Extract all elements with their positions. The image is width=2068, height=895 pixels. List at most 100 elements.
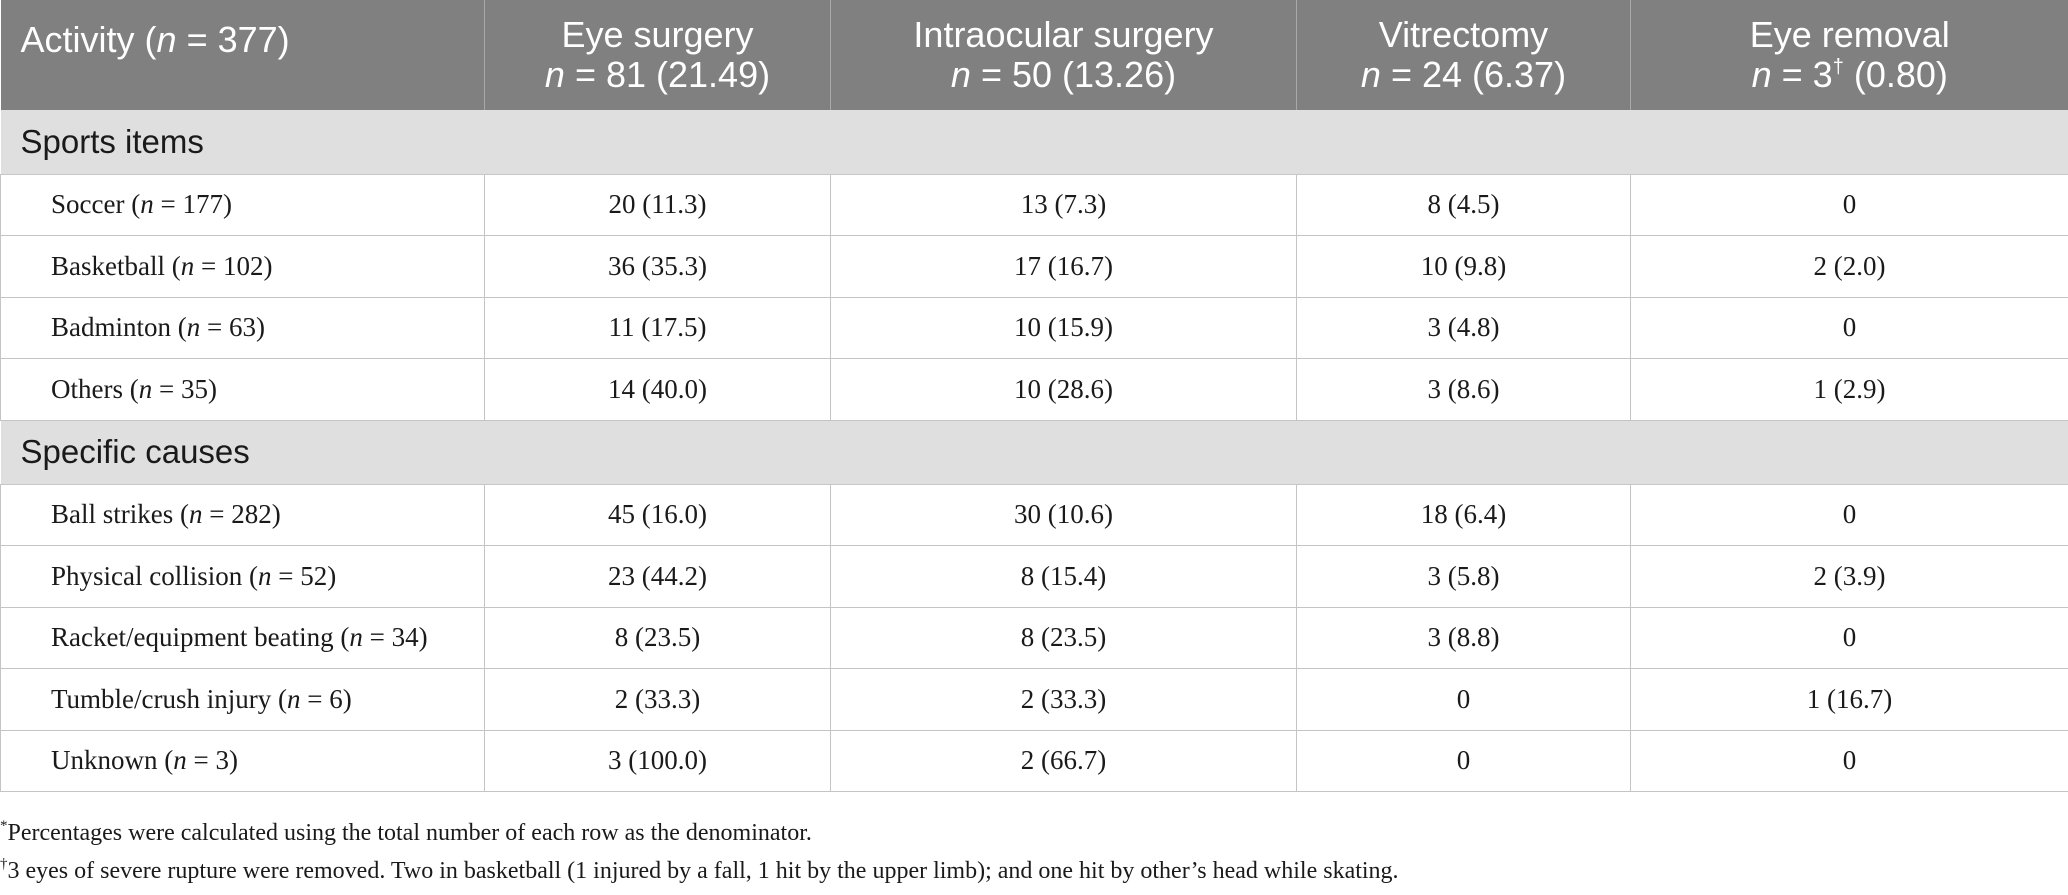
table-row: Physical collision (n = 52) 23 (44.2) 8 … bbox=[0, 545, 2068, 608]
footnote-mark: † bbox=[0, 856, 8, 872]
row-label-text: Soccer bbox=[51, 189, 125, 220]
row-label: Tumble/crush injury (n = 6) bbox=[0, 668, 485, 731]
cell-eye-surgery: 36 (35.3) bbox=[484, 235, 831, 298]
n-symbol: n bbox=[138, 373, 153, 404]
section-row-specific-causes: Specific causes bbox=[0, 420, 2068, 485]
cell-vitrectomy: 3 (4.8) bbox=[1296, 297, 1631, 359]
row-label-text: Ball strikes bbox=[51, 499, 174, 530]
n-symbol: n bbox=[180, 250, 195, 281]
table-row: Racket/equipment beating (n = 34) 8 (23.… bbox=[0, 607, 2068, 669]
row-n: 177 bbox=[182, 189, 223, 220]
cell-eye-surgery: 2 (33.3) bbox=[484, 668, 831, 731]
dagger-mark: † bbox=[1832, 56, 1844, 78]
row-n: 63 bbox=[228, 312, 256, 343]
header-n-value: = 24 (6.37) bbox=[1390, 54, 1567, 95]
cell-eye-removal: 2 (2.0) bbox=[1630, 235, 2068, 298]
cell-eye-removal: 0 bbox=[1630, 730, 2068, 792]
header-activity-n-label: n bbox=[156, 19, 177, 60]
cell-intraocular-surgery: 17 (16.7) bbox=[830, 235, 1297, 298]
header-eye-removal: Eye removal n = 3† (0.80) bbox=[1630, 0, 2068, 110]
cell-eye-surgery: 14 (40.0) bbox=[484, 358, 831, 421]
row-n: 34 bbox=[391, 622, 419, 653]
row-label: Racket/equipment beating (n = 34) bbox=[0, 607, 485, 669]
header-row: Activity (n = 377) Eye surgery n = 81 (2… bbox=[0, 0, 2068, 110]
section-title: Sports items bbox=[0, 110, 2068, 175]
header-title: Eye removal bbox=[1749, 14, 1950, 55]
cell-eye-removal: 1 (2.9) bbox=[1630, 358, 2068, 421]
row-label-text: Basketball bbox=[51, 250, 165, 281]
header-n-label: n bbox=[1751, 54, 1772, 95]
n-symbol: n bbox=[186, 312, 201, 343]
cell-eye-surgery: 3 (100.0) bbox=[484, 730, 831, 792]
header-count: n = 50 (13.26) bbox=[831, 55, 1296, 95]
cell-eye-removal: 0 bbox=[1630, 297, 2068, 359]
row-label: Unknown (n = 3) bbox=[0, 730, 485, 792]
row-n: 282 bbox=[231, 499, 272, 530]
cell-vitrectomy: 3 (5.8) bbox=[1296, 545, 1631, 608]
footnote: †3 eyes of severe rupture were removed. … bbox=[0, 852, 1399, 890]
header-activity: Activity (n = 377) bbox=[0, 0, 485, 110]
header-eye-surgery: Eye surgery n = 81 (21.49) bbox=[484, 0, 831, 110]
footnote-mark: * bbox=[0, 818, 8, 834]
header-count: n = 81 (21.49) bbox=[485, 55, 830, 95]
n-symbol: n bbox=[287, 683, 301, 714]
row-label-text: Unknown bbox=[51, 745, 158, 776]
row-label: Badminton (n = 63) bbox=[0, 297, 485, 359]
row-label: Others (n = 35) bbox=[0, 358, 485, 421]
data-table: Activity (n = 377) Eye surgery n = 81 (2… bbox=[0, 0, 2068, 792]
footnotes: *Percentages were calculated using the t… bbox=[0, 814, 1399, 890]
table-row: Others (n = 35) 14 (40.0) 10 (28.6) 3 (8… bbox=[0, 358, 2068, 421]
cell-intraocular-surgery: 8 (15.4) bbox=[830, 545, 1297, 608]
header-activity-open: ( bbox=[144, 19, 157, 60]
cell-intraocular-surgery: 2 (33.3) bbox=[830, 668, 1297, 731]
cell-eye-removal: 2 (3.9) bbox=[1630, 545, 2068, 608]
header-n-value: = 3 bbox=[1781, 54, 1833, 95]
row-label-text: Racket/equipment beating bbox=[51, 622, 334, 653]
table-row: Unknown (n = 3) 3 (100.0) 2 (66.7) 0 0 bbox=[0, 730, 2068, 792]
n-symbol: n bbox=[173, 745, 187, 776]
header-activity-close: ) bbox=[277, 19, 290, 60]
row-n: 6 bbox=[329, 683, 343, 714]
header-n-suffix: (0.80) bbox=[1853, 54, 1948, 95]
header-intraocular-surgery: Intraocular surgery n = 50 (13.26) bbox=[830, 0, 1297, 110]
cell-eye-surgery: 45 (16.0) bbox=[484, 484, 831, 546]
row-n: 52 bbox=[300, 560, 328, 591]
row-n: 3 bbox=[215, 745, 229, 776]
n-symbol: n bbox=[349, 622, 363, 653]
cell-vitrectomy: 0 bbox=[1296, 730, 1631, 792]
cell-intraocular-surgery: 10 (28.6) bbox=[830, 358, 1297, 421]
row-n: 35 bbox=[180, 373, 208, 404]
header-activity-n-value: = 377 bbox=[186, 19, 278, 60]
table-row: Ball strikes (n = 282) 45 (16.0) 30 (10.… bbox=[0, 484, 2068, 546]
cell-intraocular-surgery: 8 (23.5) bbox=[830, 607, 1297, 669]
cell-eye-surgery: 23 (44.2) bbox=[484, 545, 831, 608]
n-symbol: n bbox=[258, 560, 272, 591]
header-n-label: n bbox=[1360, 54, 1381, 95]
row-label-text: Physical collision bbox=[51, 560, 243, 591]
cell-vitrectomy: 3 (8.8) bbox=[1296, 607, 1631, 669]
table-row: Soccer (n = 177) 20 (11.3) 13 (7.3) 8 (4… bbox=[0, 174, 2068, 236]
n-symbol: n bbox=[189, 499, 203, 530]
cell-eye-removal: 0 bbox=[1630, 484, 2068, 546]
cell-intraocular-surgery: 13 (7.3) bbox=[830, 174, 1297, 236]
header-n-value: = 50 (13.26) bbox=[980, 54, 1177, 95]
header-activity-label: Activity bbox=[20, 19, 135, 60]
row-label-text: Tumble/crush injury bbox=[51, 683, 272, 714]
cell-eye-surgery: 20 (11.3) bbox=[484, 174, 831, 236]
header-title: Intraocular surgery bbox=[913, 14, 1214, 55]
cell-vitrectomy: 18 (6.4) bbox=[1296, 484, 1631, 546]
cell-vitrectomy: 10 (9.8) bbox=[1296, 235, 1631, 298]
section-title: Specific causes bbox=[0, 420, 2068, 485]
row-label: Soccer (n = 177) bbox=[0, 174, 485, 236]
header-n-label: n bbox=[950, 54, 971, 95]
table-row: Tumble/crush injury (n = 6) 2 (33.3) 2 (… bbox=[0, 668, 2068, 731]
header-n-label: n bbox=[544, 54, 565, 95]
cell-intraocular-surgery: 30 (10.6) bbox=[830, 484, 1297, 546]
table-row: Basketball (n = 102) 36 (35.3) 17 (16.7)… bbox=[0, 235, 2068, 298]
cell-eye-removal: 0 bbox=[1630, 174, 2068, 236]
row-n: 102 bbox=[222, 250, 264, 281]
footnote-text: 3 eyes of severe rupture were removed. T… bbox=[7, 858, 1399, 884]
row-label-text: Badminton bbox=[51, 312, 171, 343]
header-count: n = 3† (0.80) bbox=[1631, 55, 2068, 95]
